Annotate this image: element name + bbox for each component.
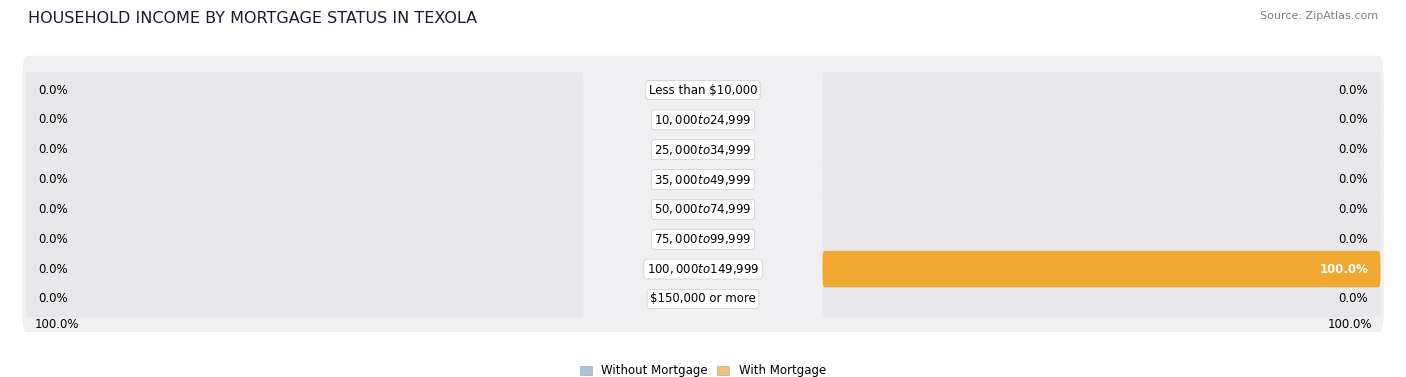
- FancyBboxPatch shape: [823, 72, 1381, 108]
- Text: HOUSEHOLD INCOME BY MORTGAGE STATUS IN TEXOLA: HOUSEHOLD INCOME BY MORTGAGE STATUS IN T…: [28, 11, 477, 26]
- FancyBboxPatch shape: [22, 145, 1384, 214]
- FancyBboxPatch shape: [25, 161, 583, 198]
- FancyBboxPatch shape: [22, 205, 1384, 274]
- FancyBboxPatch shape: [25, 132, 583, 168]
- Text: $10,000 to $24,999: $10,000 to $24,999: [654, 113, 752, 127]
- FancyBboxPatch shape: [22, 86, 1384, 154]
- FancyBboxPatch shape: [823, 161, 1381, 198]
- Text: 0.0%: 0.0%: [38, 203, 67, 216]
- Text: $25,000 to $34,999: $25,000 to $34,999: [654, 143, 752, 157]
- Text: 0.0%: 0.0%: [1339, 293, 1368, 305]
- FancyBboxPatch shape: [823, 221, 1381, 257]
- FancyBboxPatch shape: [25, 221, 583, 257]
- Text: $75,000 to $99,999: $75,000 to $99,999: [654, 232, 752, 246]
- FancyBboxPatch shape: [823, 132, 1381, 168]
- Text: 0.0%: 0.0%: [1339, 113, 1368, 126]
- Text: 0.0%: 0.0%: [1339, 233, 1368, 246]
- Text: 0.0%: 0.0%: [1339, 143, 1368, 156]
- Text: 0.0%: 0.0%: [38, 173, 67, 186]
- FancyBboxPatch shape: [22, 175, 1384, 244]
- FancyBboxPatch shape: [823, 251, 1381, 287]
- Text: $100,000 to $149,999: $100,000 to $149,999: [647, 262, 759, 276]
- FancyBboxPatch shape: [823, 251, 1381, 287]
- Text: 0.0%: 0.0%: [1339, 173, 1368, 186]
- Text: 0.0%: 0.0%: [38, 84, 67, 97]
- Text: 0.0%: 0.0%: [38, 143, 67, 156]
- FancyBboxPatch shape: [823, 102, 1381, 138]
- Text: Less than $10,000: Less than $10,000: [648, 84, 758, 97]
- Text: Source: ZipAtlas.com: Source: ZipAtlas.com: [1260, 11, 1378, 21]
- Text: $50,000 to $74,999: $50,000 to $74,999: [654, 202, 752, 216]
- Text: $35,000 to $49,999: $35,000 to $49,999: [654, 173, 752, 187]
- Text: 100.0%: 100.0%: [34, 318, 79, 331]
- Text: $150,000 or more: $150,000 or more: [650, 293, 756, 305]
- Text: 0.0%: 0.0%: [38, 233, 67, 246]
- FancyBboxPatch shape: [22, 56, 1384, 124]
- Text: 100.0%: 100.0%: [1327, 318, 1372, 331]
- Text: 0.0%: 0.0%: [1339, 203, 1368, 216]
- FancyBboxPatch shape: [25, 72, 583, 108]
- FancyBboxPatch shape: [25, 251, 583, 287]
- Text: 0.0%: 0.0%: [1339, 84, 1368, 97]
- FancyBboxPatch shape: [25, 281, 583, 317]
- FancyBboxPatch shape: [25, 191, 583, 228]
- FancyBboxPatch shape: [823, 191, 1381, 228]
- Text: 0.0%: 0.0%: [38, 113, 67, 126]
- FancyBboxPatch shape: [25, 102, 583, 138]
- Text: 0.0%: 0.0%: [38, 263, 67, 276]
- Legend: Without Mortgage, With Mortgage: Without Mortgage, With Mortgage: [581, 365, 825, 377]
- FancyBboxPatch shape: [22, 235, 1384, 303]
- FancyBboxPatch shape: [823, 281, 1381, 317]
- FancyBboxPatch shape: [22, 265, 1384, 333]
- Text: 0.0%: 0.0%: [38, 293, 67, 305]
- Text: 100.0%: 100.0%: [1319, 263, 1368, 276]
- FancyBboxPatch shape: [22, 115, 1384, 184]
